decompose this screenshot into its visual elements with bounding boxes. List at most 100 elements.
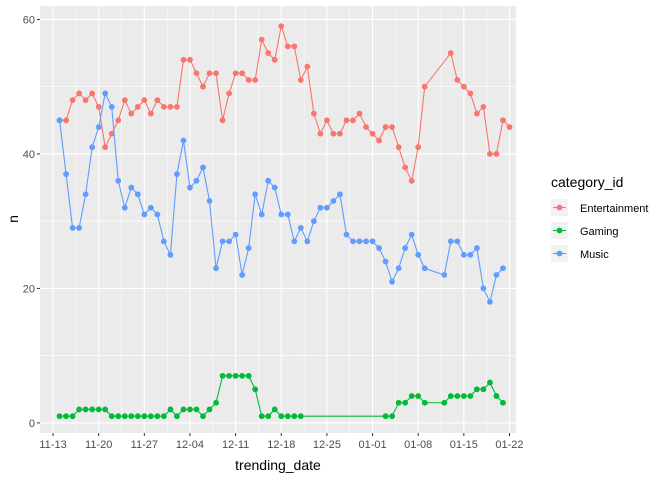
data-point-gaming — [265, 413, 272, 420]
data-point-gaming — [245, 372, 252, 379]
x-tick-label: 11-13 — [39, 439, 66, 451]
data-point-gaming — [167, 406, 174, 413]
data-point-music — [487, 298, 493, 305]
data-point-gaming — [258, 413, 265, 420]
data-point-entertainment — [408, 177, 415, 184]
legend-item-music: Music — [551, 245, 609, 262]
data-point-music — [69, 225, 76, 231]
data-point-music — [245, 245, 252, 251]
data-point-music — [350, 238, 356, 245]
data-point-entertainment — [337, 130, 343, 137]
data-point-entertainment — [239, 70, 246, 77]
legend-item-gaming: Gaming — [551, 222, 619, 239]
y-tick-label: 60 — [23, 14, 35, 26]
data-point-gaming — [297, 413, 304, 420]
data-point-entertainment — [382, 124, 389, 130]
data-point-entertainment — [500, 117, 506, 124]
data-point-gaming — [76, 406, 83, 413]
y-tick-label: 20 — [23, 283, 35, 295]
data-point-entertainment — [317, 130, 324, 137]
data-point-music — [304, 238, 311, 245]
legend-label: Entertainment — [580, 203, 648, 215]
data-point-entertainment — [108, 130, 115, 137]
data-point-entertainment — [134, 103, 141, 110]
data-point-gaming — [473, 386, 480, 393]
data-point-gaming — [174, 413, 180, 420]
data-point-gaming — [63, 413, 69, 420]
data-point-music — [324, 204, 330, 211]
data-point-entertainment — [454, 77, 461, 83]
data-point-music — [180, 137, 187, 144]
legend-key-point — [556, 204, 563, 211]
data-point-entertainment — [415, 144, 422, 151]
data-point-entertainment — [487, 151, 493, 157]
data-point-entertainment — [193, 70, 200, 77]
data-point-gaming — [467, 393, 474, 399]
data-point-gaming — [108, 413, 115, 420]
data-point-gaming — [82, 406, 89, 413]
data-point-music — [271, 184, 278, 191]
data-point-entertainment — [310, 110, 317, 117]
data-point-music — [141, 211, 148, 218]
data-point-music — [278, 211, 285, 218]
series-gaming — [56, 372, 506, 420]
data-point-entertainment — [402, 164, 409, 171]
data-point-entertainment — [258, 36, 265, 43]
data-point-entertainment — [213, 70, 219, 77]
data-point-gaming — [69, 413, 76, 420]
data-point-music — [356, 238, 363, 245]
data-point-gaming — [213, 399, 219, 406]
data-point-music — [128, 184, 135, 191]
data-point-gaming — [480, 386, 487, 393]
data-point-entertainment — [506, 124, 513, 130]
data-point-music — [284, 211, 291, 218]
data-point-entertainment — [369, 130, 376, 137]
data-point-entertainment — [480, 103, 487, 110]
data-point-entertainment — [76, 90, 83, 97]
data-point-music — [206, 198, 213, 204]
data-point-entertainment — [128, 110, 135, 117]
data-point-entertainment — [89, 90, 96, 97]
legend-key-point — [556, 227, 563, 234]
data-point-gaming — [206, 406, 213, 413]
legend-item-entertainment: Entertainment — [551, 199, 648, 216]
grid-minor — [40, 6, 516, 433]
data-point-music — [76, 225, 83, 231]
data-point-entertainment — [245, 77, 252, 83]
data-point-music — [252, 191, 259, 198]
data-point-entertainment — [200, 83, 206, 90]
data-point-music — [258, 211, 265, 218]
data-point-entertainment — [252, 77, 259, 83]
data-point-entertainment — [226, 90, 233, 97]
x-tick-label: 01-15 — [450, 439, 478, 451]
data-point-entertainment — [121, 97, 128, 104]
data-point-music — [363, 238, 369, 245]
x-tick-label: 12-04 — [176, 439, 204, 451]
data-point-entertainment — [271, 56, 278, 63]
data-point-music — [147, 204, 154, 211]
data-point-entertainment — [187, 56, 193, 63]
data-point-music — [376, 245, 382, 251]
data-point-gaming — [134, 413, 141, 420]
legend-items: Entertainment Gaming Music — [551, 199, 648, 262]
data-point-gaming — [454, 393, 461, 399]
data-point-entertainment — [69, 97, 76, 104]
data-point-music — [337, 191, 343, 198]
data-point-music — [102, 90, 109, 97]
data-point-entertainment — [493, 151, 500, 157]
data-point-gaming — [56, 413, 63, 420]
data-point-music — [395, 265, 402, 272]
data-point-entertainment — [219, 117, 226, 124]
data-point-music — [493, 272, 500, 278]
data-point-music — [402, 245, 409, 251]
data-point-music — [193, 177, 200, 184]
data-point-music — [317, 204, 324, 211]
data-point-music — [219, 238, 226, 245]
x-tick-label: 01-22 — [495, 439, 523, 451]
data-point-music — [226, 238, 233, 245]
data-point-entertainment — [343, 117, 350, 124]
data-point-entertainment — [350, 117, 356, 124]
data-point-entertainment — [180, 56, 187, 63]
data-point-music — [500, 265, 506, 272]
data-point-gaming — [95, 406, 102, 413]
